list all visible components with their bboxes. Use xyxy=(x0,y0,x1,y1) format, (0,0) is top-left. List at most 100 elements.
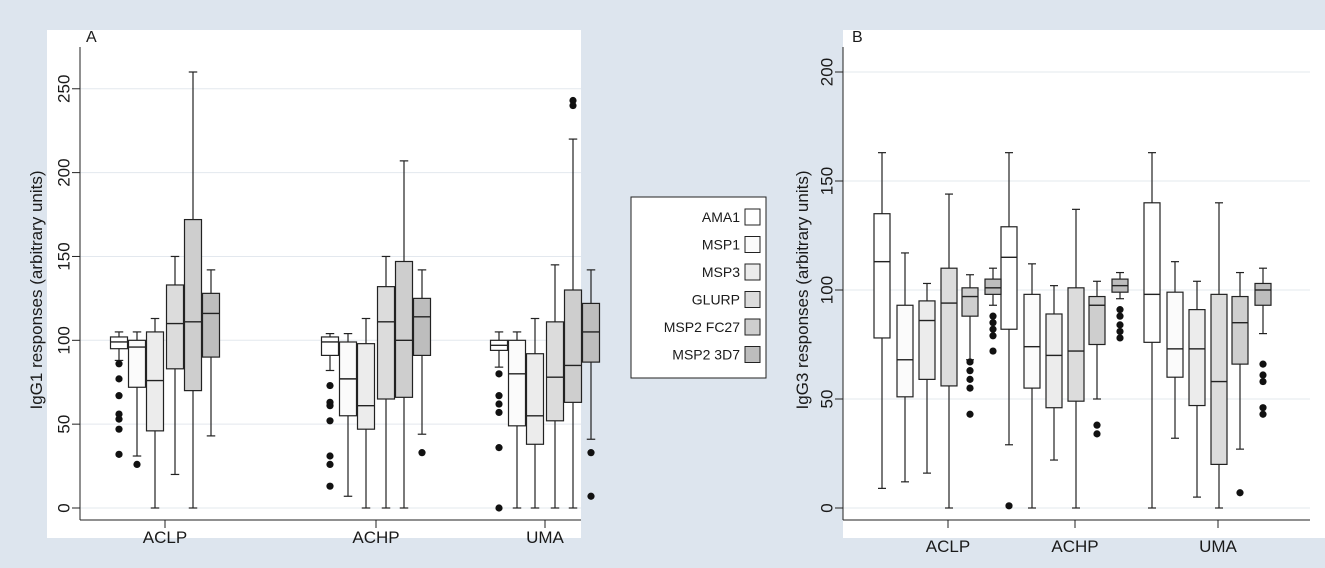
y-axis-label: IgG3 responses (arbitrary units) xyxy=(793,170,812,409)
box-ama1-aclp xyxy=(873,152,891,489)
box-iqr xyxy=(1254,282,1272,306)
outlier-point xyxy=(989,319,997,327)
outlier-point xyxy=(326,417,334,425)
box-iqr xyxy=(109,336,129,350)
box-iqr xyxy=(1231,295,1249,365)
box-msp2-fc27-uma xyxy=(1231,271,1249,497)
outlier-point xyxy=(1116,334,1124,342)
box-iqr xyxy=(873,213,891,339)
outlier-point xyxy=(1093,430,1101,438)
outlier-point xyxy=(569,96,577,105)
outlier-point xyxy=(989,332,997,340)
legend-box xyxy=(630,196,767,379)
panel-b: 0 50 100 150 200 B IgG3 responses (arbitrary u… xyxy=(793,29,1325,556)
outlier-point xyxy=(418,449,426,457)
panel-a: 0 50 100 150 200 250 A IgG1 responses (arbitrar… xyxy=(27,29,601,547)
legend: AMA1 MSP1 MSP3 GLURP MSP2 FC27 MSP2 3D7 xyxy=(630,196,767,379)
box-msp2-3d7-aclp xyxy=(984,267,1002,355)
outlier-point xyxy=(115,360,123,368)
box-iqr xyxy=(563,289,583,403)
box-glurp-uma xyxy=(545,264,565,509)
outlier-point xyxy=(1116,312,1124,320)
x-tick-label: ACHP xyxy=(352,528,399,547)
box-ama1-aclp xyxy=(109,331,129,458)
legend-swatch xyxy=(744,236,761,253)
box-msp2-fc27-uma xyxy=(563,96,583,509)
legend-label: MSP1 xyxy=(702,237,740,253)
box-iqr xyxy=(145,331,165,432)
outlier-point xyxy=(966,410,974,418)
box-msp2-fc27-aclp xyxy=(183,71,203,509)
box-iqr xyxy=(961,287,979,317)
box-msp2-fc27-achp xyxy=(1088,280,1106,438)
legend-label: MSP3 xyxy=(702,264,740,280)
outlier-point xyxy=(495,408,503,417)
box-iqr xyxy=(1088,295,1106,346)
box-ama1-achp xyxy=(1000,152,1018,510)
panel-label: B xyxy=(852,29,863,46)
box-msp2-3d7-uma xyxy=(581,269,601,500)
box-iqr xyxy=(394,260,414,398)
legend-swatch xyxy=(744,263,761,281)
x-tick-label: ACHP xyxy=(1051,537,1098,556)
x-tick-label: UMA xyxy=(1199,537,1237,556)
outlier-point xyxy=(1116,327,1124,336)
outlier-point xyxy=(495,444,503,452)
legend-swatch xyxy=(744,346,761,363)
box-iqr xyxy=(525,353,545,445)
box-msp1-achp xyxy=(338,333,358,497)
box-msp2-fc27-achp xyxy=(394,160,414,509)
outlier-point xyxy=(587,492,595,500)
box-msp3-aclp xyxy=(918,282,936,474)
outlier-point xyxy=(115,425,123,433)
outlier-point xyxy=(495,392,503,400)
outlier-point xyxy=(495,370,503,378)
outlier-point xyxy=(495,504,503,512)
box-iqr xyxy=(201,292,221,358)
legend-swatch xyxy=(744,291,761,308)
outlier-point xyxy=(495,400,503,408)
outlier-point xyxy=(1116,306,1124,314)
box-msp1-aclp xyxy=(127,331,147,468)
outlier-point xyxy=(326,460,334,468)
box-iqr xyxy=(1210,293,1228,465)
y-tick-label: 100 xyxy=(817,276,836,304)
y-tick-label: 0 xyxy=(817,503,836,512)
outlier-point xyxy=(133,460,141,468)
y-tick-label: 50 xyxy=(817,390,836,409)
box-iqr xyxy=(1188,309,1206,407)
outlier-point xyxy=(966,384,974,392)
box-iqr xyxy=(183,218,203,392)
panel-frame xyxy=(843,30,1325,538)
outlier-point xyxy=(569,101,577,110)
box-iqr xyxy=(320,336,340,357)
box-msp1-achp xyxy=(1023,263,1041,509)
outlier-point xyxy=(1259,410,1267,418)
outlier-point xyxy=(1259,360,1267,368)
legend-swatch xyxy=(744,208,761,226)
box-ama1-achp xyxy=(320,333,340,490)
x-tick-label: ACLP xyxy=(143,528,187,547)
box-iqr xyxy=(918,300,936,380)
y-tick-label: 200 xyxy=(817,58,836,86)
outlier-point xyxy=(115,415,123,423)
legend-swatch xyxy=(744,318,761,336)
outlier-point xyxy=(1093,421,1101,429)
box-glurp-uma xyxy=(1210,202,1228,509)
box-iqr xyxy=(1045,313,1063,409)
box-iqr xyxy=(127,339,147,388)
legend-label: MSP2 3D7 xyxy=(672,347,740,363)
box-msp3-aclp xyxy=(145,317,165,509)
outlier-point xyxy=(989,325,997,333)
box-iqr xyxy=(356,343,376,430)
outlier-point xyxy=(1259,377,1267,386)
outlier-point xyxy=(966,358,974,366)
y-tick-label: 50 xyxy=(54,415,73,434)
y-axis-label: IgG1 responses (arbitrary units) xyxy=(27,170,46,409)
box-glurp-achp xyxy=(1067,208,1085,509)
box-msp2-3d7-achp xyxy=(1111,271,1129,342)
box-iqr xyxy=(376,286,396,400)
box-ama1-uma xyxy=(1143,152,1161,509)
y-tick-label: 0 xyxy=(54,503,73,512)
